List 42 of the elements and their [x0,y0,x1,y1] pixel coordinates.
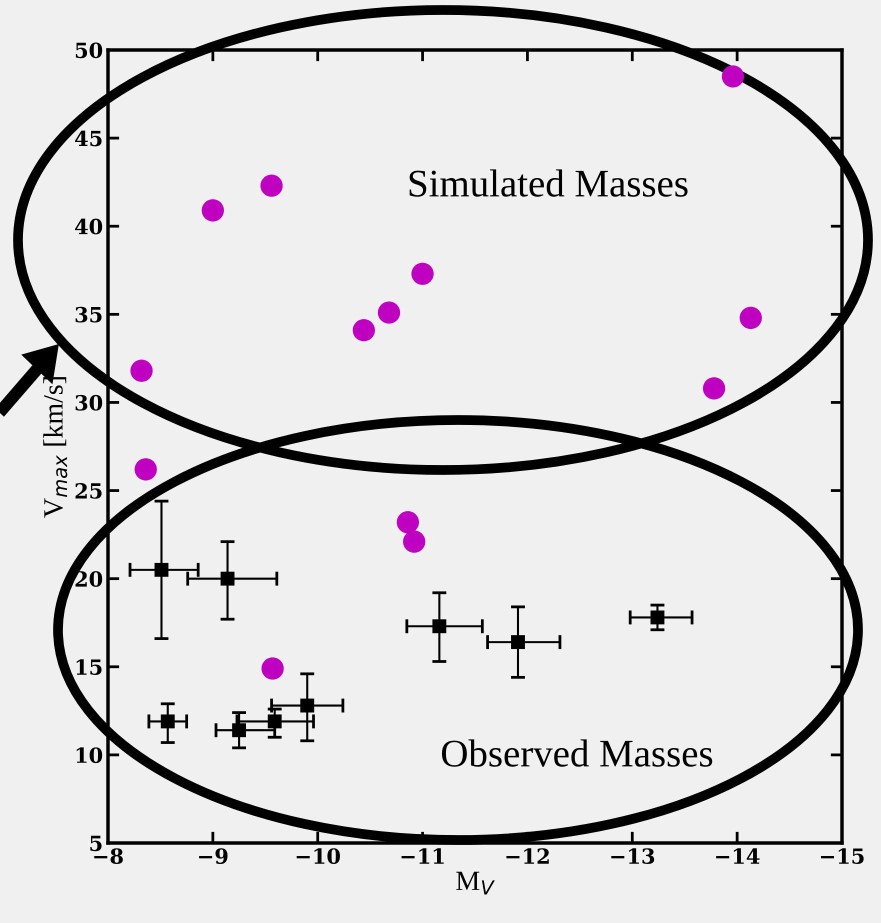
x-tick-label: −13 [611,848,654,864]
point [352,319,375,342]
point [511,635,525,650]
y-tick-label: 45 [75,130,102,146]
point [202,199,224,222]
point [378,301,400,324]
point [740,306,762,329]
x-tick-label: −9 [199,848,228,864]
point [262,657,284,680]
point [650,610,664,624]
y-tick-label: 10 [76,747,102,764]
point [722,65,744,88]
point [154,562,168,577]
point [220,572,234,586]
point [160,714,175,728]
annotation: Observed Masses [442,739,712,767]
y-axis-title: V$_{max}$ [km/s] [43,377,68,518]
y-tick-label: 35 [76,306,102,323]
point [396,511,420,534]
y-tick-label: 30 [76,394,102,411]
y-tick-label: 15 [76,659,102,675]
point [134,458,157,481]
y-tick-label: 50 [76,42,102,58]
x-tick-label: −14 [716,848,760,864]
point [702,377,726,400]
x-tick-label: −15 [820,848,864,864]
point [403,530,426,553]
point [260,174,283,197]
annotation: Simulated Masses [410,169,688,197]
point [268,714,282,728]
x-tick-label: −10 [296,848,340,864]
point [411,262,434,285]
y-tick-label: 40 [75,218,102,234]
point [130,360,153,382]
x-tick-label: −12 [506,848,549,864]
point [300,698,314,712]
point [232,723,246,738]
point [432,619,446,634]
x-tick-label: −11 [402,848,444,864]
x-axis-title: M$_{V}$ [456,872,495,894]
y-tick-label: 20 [76,571,102,587]
y-tick-label: 25 [76,483,102,499]
